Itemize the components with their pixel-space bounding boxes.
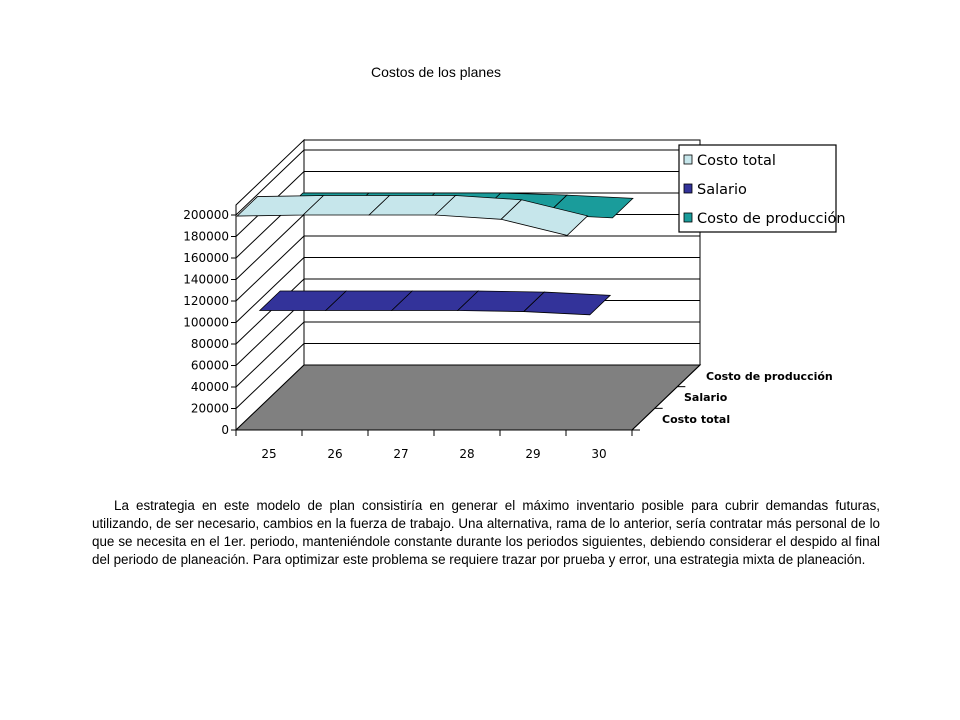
- y-tick-label: 0: [221, 423, 229, 437]
- gridline-side: [235, 278, 305, 345]
- back-wall: [303, 139, 701, 366]
- y-tick-label: 60000: [191, 359, 229, 373]
- x-tick-label: 29: [525, 447, 540, 461]
- y-tick-label: 20000: [191, 402, 229, 416]
- x-tick-label: 27: [393, 447, 408, 461]
- gridline-side: [235, 343, 305, 409]
- y-tick-label: 120000: [183, 294, 229, 308]
- y-tick-label: 180000: [183, 230, 229, 244]
- y-tick-label: 200000: [183, 208, 229, 222]
- y-tick-label: 40000: [191, 380, 229, 394]
- y-tick-label: 160000: [183, 251, 229, 265]
- area-3d-chart: 0 20000 40000 60000 80000 100000 120000 140000 1…: [183, 138, 846, 461]
- x-tick-label: 25: [261, 447, 276, 461]
- gridline-side: [235, 149, 305, 216]
- y-tick-label: 100000: [183, 316, 229, 330]
- depth-tick-label: Salario: [684, 391, 728, 404]
- legend-label: Salario: [697, 182, 747, 198]
- x-tick-label: 30: [591, 447, 606, 461]
- gridline-side: [235, 300, 305, 366]
- legend-swatch: [683, 183, 693, 194]
- y-tick-label: 140000: [183, 273, 229, 287]
- gridline-side: [235, 257, 305, 323]
- gridline-side: [235, 321, 305, 388]
- x-tick-label: 28: [459, 447, 474, 461]
- x-tick-label: 26: [327, 447, 342, 461]
- gridline-side: [235, 235, 305, 302]
- depth-tick-label: Costo de producción: [706, 370, 833, 383]
- legend-label: Costo de producción: [697, 211, 846, 227]
- gridline-side: [235, 214, 305, 280]
- legend-box: [678, 144, 837, 233]
- y-tick-label: 80000: [191, 337, 229, 351]
- legend-swatch: [683, 154, 693, 165]
- depth-tick-label: Costo total: [662, 413, 730, 426]
- legend-label: Costo total: [697, 153, 776, 169]
- legend-swatch: [683, 212, 693, 223]
- series-segment-salario: [522, 291, 612, 316]
- legend: Costo total Salario Costo de producción: [678, 144, 846, 233]
- depth-axis: [631, 364, 701, 431]
- floor: [234, 364, 702, 431]
- chart-title: Costos de los planes: [371, 64, 501, 80]
- body-paragraph: La estrategia en este modelo de plan con…: [92, 498, 880, 567]
- series-segment-costo-total: [500, 199, 589, 236]
